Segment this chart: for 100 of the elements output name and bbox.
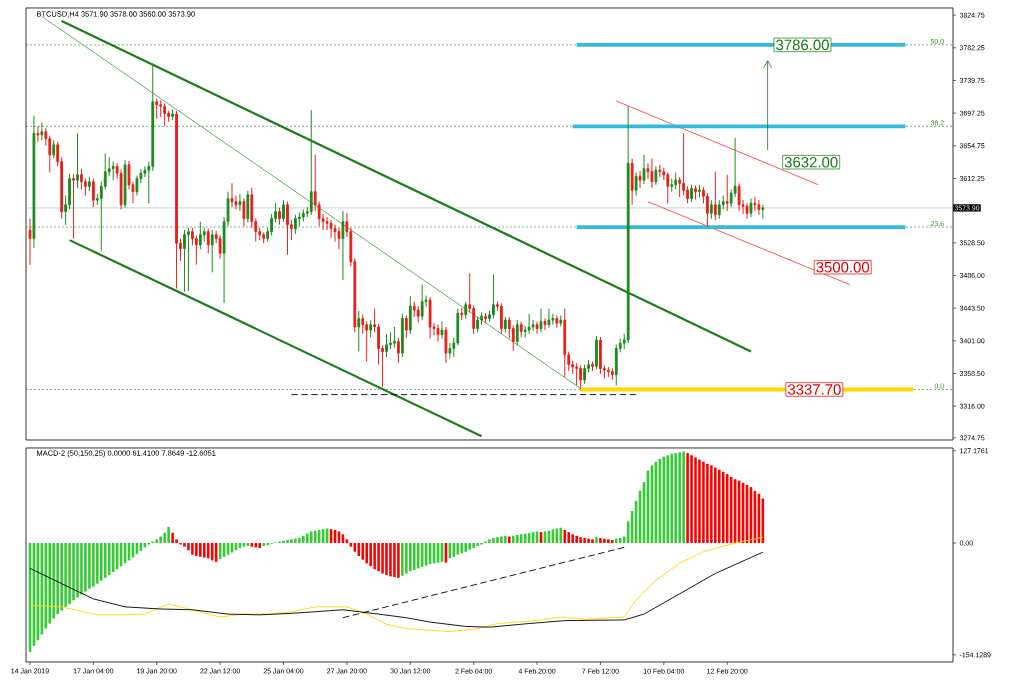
bar (603, 538, 606, 544)
candlestick (393, 326, 396, 349)
candlestick (559, 314, 563, 327)
candlestick (745, 202, 749, 220)
bar (84, 543, 87, 592)
candlestick (503, 316, 507, 333)
bar (290, 539, 293, 544)
candlestick (52, 139, 56, 160)
candlestick (500, 302, 503, 335)
bar (103, 543, 107, 578)
candlestick (579, 364, 583, 390)
candlestick (595, 335, 598, 370)
candlestick (440, 321, 444, 340)
bar (496, 537, 499, 544)
bar (381, 543, 384, 574)
bar (575, 535, 578, 544)
candlestick (412, 301, 416, 318)
candlestick (400, 313, 404, 358)
bar (706, 463, 709, 544)
bar (282, 540, 285, 544)
candlestick (337, 227, 341, 250)
bar (583, 537, 586, 544)
bar (611, 540, 614, 544)
bar (64, 543, 67, 607)
candlestick (539, 308, 543, 333)
bar (405, 543, 408, 574)
bar (389, 543, 392, 577)
bar (686, 453, 689, 544)
candlestick (610, 368, 614, 381)
bar (511, 535, 515, 544)
bar (254, 543, 258, 548)
candlestick (658, 164, 662, 178)
candlestick (329, 219, 333, 239)
bar (408, 543, 412, 572)
candlestick (476, 316, 480, 333)
bar (72, 543, 75, 601)
candlestick (436, 324, 440, 343)
candlestick (757, 199, 761, 216)
candlestick (278, 207, 281, 226)
candlestick (369, 319, 373, 339)
bar (472, 543, 475, 549)
candlestick (650, 158, 654, 189)
bar (187, 543, 190, 551)
candlestick (674, 171, 678, 190)
bar (492, 537, 495, 544)
bar (96, 543, 99, 584)
candlestick (155, 98, 159, 120)
bar (99, 543, 103, 581)
bar (682, 451, 685, 544)
candlestick (238, 193, 242, 212)
bar (107, 543, 111, 575)
bar (305, 533, 309, 544)
bar (674, 453, 677, 544)
bar (298, 537, 301, 544)
bar (579, 537, 582, 544)
candlestick (638, 170, 642, 189)
candlestick (242, 198, 246, 227)
bar (369, 543, 372, 567)
candlestick (286, 201, 289, 256)
bar (515, 535, 519, 544)
candlestick (28, 218, 32, 266)
candlestick (341, 210, 345, 281)
bar (309, 531, 313, 544)
candlestick (492, 274, 495, 320)
bar (698, 459, 701, 544)
candlestick (301, 208, 305, 223)
candlestick (32, 115, 36, 249)
bar (286, 540, 289, 544)
bar (206, 543, 210, 559)
bar (567, 532, 571, 544)
candlestick (218, 235, 222, 260)
candlestick (543, 318, 547, 331)
bar (504, 535, 507, 544)
bar (460, 543, 464, 554)
bar (56, 543, 59, 615)
bar (155, 539, 159, 544)
candlestick (385, 333, 388, 358)
candlestick (460, 307, 464, 321)
candlestick (40, 122, 44, 141)
bar (500, 536, 503, 544)
candlestick (448, 342, 452, 359)
bar (563, 529, 567, 544)
candlestick (654, 165, 658, 186)
bar (690, 455, 693, 544)
bar (80, 543, 83, 595)
bar (88, 543, 91, 589)
candlestick (535, 321, 539, 335)
bar (393, 543, 396, 578)
bar (702, 461, 705, 544)
bar (519, 534, 523, 544)
candlestick (444, 326, 448, 364)
candlestick (210, 229, 214, 273)
candlestick (527, 313, 531, 335)
bar (60, 543, 63, 611)
bar (195, 543, 198, 557)
bar (313, 530, 317, 544)
bar (365, 543, 368, 564)
candlestick (171, 108, 174, 121)
candlestick (91, 178, 95, 208)
line-series (29, 551, 764, 628)
